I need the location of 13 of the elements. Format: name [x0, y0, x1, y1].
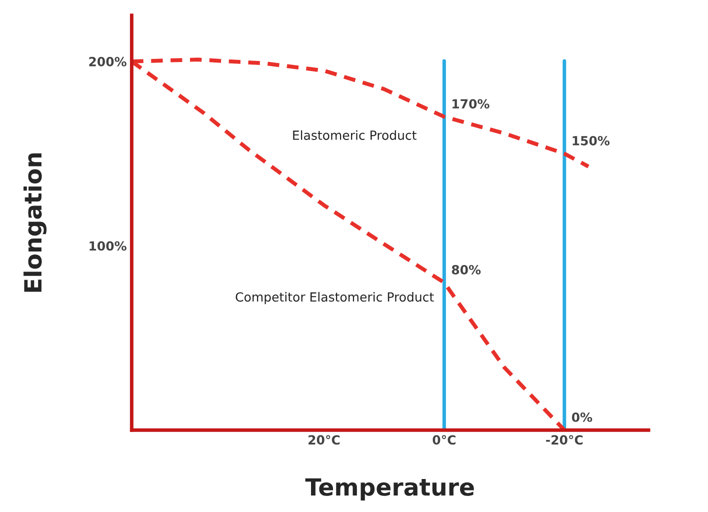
x-tick-label: 20°C [308, 435, 340, 445]
data-label: 0% [572, 412, 592, 422]
y-axis-title: Elongation [24, 153, 47, 292]
y-tick-label: 200% [89, 56, 126, 66]
x-tick-label: -20°C [546, 435, 583, 445]
data-label: 150% [572, 136, 610, 146]
series-label: Competitor Elastomeric Product [236, 292, 434, 304]
series-label: Elastomeric Product [293, 130, 416, 140]
data-label: 170% [452, 99, 490, 109]
data-label: 80% [452, 265, 481, 274]
y-tick-label: 100% [90, 241, 126, 251]
x-tick-label: 0°C [432, 435, 456, 445]
x-axis-title: Temperature [305, 478, 474, 500]
